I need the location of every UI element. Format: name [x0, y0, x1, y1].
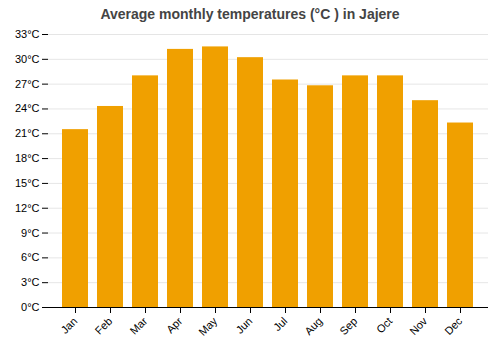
html-text:Average monthly temperatures (: Average monthly temperatures (°C ) in Ja… [100, 6, 400, 22]
svg-text:May: May [196, 314, 220, 338]
svg-text:Jun: Jun [233, 315, 254, 336]
svg-text:24°C: 24°C [15, 102, 40, 114]
svg-text:18°C: 18°C [15, 152, 40, 164]
svg-text:Jan: Jan [58, 315, 79, 336]
svg-text:Nov: Nov [407, 314, 430, 337]
svg-text:12°C: 12°C [15, 202, 40, 214]
svg-text:Sep: Sep [337, 315, 359, 337]
svg-text:15°C: 15°C [15, 177, 40, 189]
svg-text:33°C: 33°C [15, 28, 40, 40]
svg-text:3°C: 3°C [21, 276, 40, 288]
svg-text:Oct: Oct [374, 315, 395, 336]
svg-text:Feb: Feb [93, 315, 115, 337]
svg-text:Mar: Mar [128, 315, 150, 337]
svg-text:27°C: 27°C [15, 78, 40, 90]
svg-text:Jul: Jul [271, 315, 289, 333]
svg-text:21°C: 21°C [15, 127, 40, 139]
svg-text:30°C: 30°C [15, 53, 40, 65]
svg-text:0°C: 0°C [21, 301, 40, 313]
svg-text:9°C: 9°C [21, 227, 40, 239]
svg-text:6°C: 6°C [21, 251, 40, 263]
svg-text:Apr: Apr [164, 315, 185, 336]
svg-text:Dec: Dec [442, 314, 465, 337]
svg-text:Aug: Aug [302, 315, 324, 337]
